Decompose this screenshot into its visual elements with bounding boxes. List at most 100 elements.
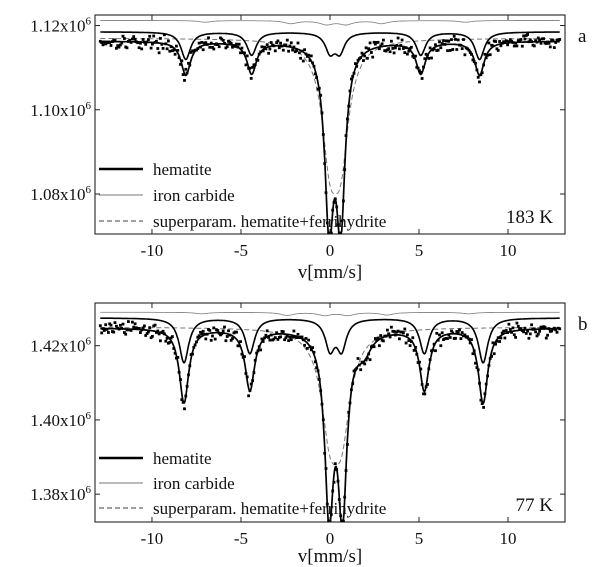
data-point bbox=[511, 326, 515, 330]
data-point bbox=[144, 334, 148, 337]
data-point bbox=[506, 43, 509, 47]
x-tick-label: 0 bbox=[326, 241, 335, 260]
data-point bbox=[284, 43, 288, 47]
data-point bbox=[243, 355, 246, 358]
data-point bbox=[229, 338, 233, 342]
data-point bbox=[354, 62, 357, 65]
data-point bbox=[366, 56, 369, 60]
data-point bbox=[515, 44, 519, 48]
data-point bbox=[536, 36, 540, 40]
data-point bbox=[396, 329, 400, 333]
data-point bbox=[168, 340, 172, 344]
data-point bbox=[379, 334, 383, 337]
data-point bbox=[285, 334, 289, 338]
data-point bbox=[414, 54, 417, 58]
data-point bbox=[423, 57, 427, 61]
data-point bbox=[454, 336, 457, 340]
data-point bbox=[113, 321, 117, 324]
data-point bbox=[211, 334, 214, 338]
data-point bbox=[374, 337, 377, 340]
data-point bbox=[494, 40, 497, 43]
x-tick-label: 10 bbox=[500, 529, 517, 548]
data-point bbox=[514, 336, 517, 339]
data-point bbox=[390, 39, 393, 43]
data-point bbox=[388, 335, 392, 339]
data-point bbox=[300, 335, 304, 339]
data-point bbox=[548, 45, 552, 49]
data-point bbox=[221, 329, 225, 333]
data-point bbox=[119, 43, 122, 47]
data-point bbox=[366, 356, 369, 360]
data-point bbox=[526, 33, 529, 36]
temperature-label: 183 K bbox=[506, 207, 553, 228]
data-point bbox=[295, 49, 298, 52]
data-point bbox=[406, 333, 409, 337]
data-point bbox=[240, 352, 244, 356]
x-axis-title: v[mm/s] bbox=[298, 262, 362, 283]
data-point bbox=[179, 63, 182, 66]
data-point bbox=[383, 49, 387, 52]
data-point bbox=[220, 332, 224, 336]
data-point bbox=[534, 330, 537, 334]
data-point bbox=[370, 51, 373, 54]
legend: hematite iron carbide superparam. hemati… bbox=[99, 449, 386, 518]
data-point bbox=[550, 329, 553, 333]
data-point bbox=[273, 336, 277, 339]
data-point bbox=[555, 330, 559, 334]
data-point bbox=[439, 344, 443, 348]
data-point bbox=[526, 329, 529, 333]
data-point bbox=[446, 49, 449, 53]
data-point bbox=[161, 329, 165, 333]
data-point bbox=[235, 330, 238, 334]
data-point bbox=[498, 340, 501, 343]
data-point bbox=[487, 41, 491, 45]
data-point bbox=[490, 354, 493, 358]
data-point bbox=[303, 48, 306, 52]
data-point bbox=[387, 332, 391, 336]
temperature-label: 77 K bbox=[516, 495, 554, 516]
data-point bbox=[244, 63, 248, 67]
data-point bbox=[157, 332, 161, 336]
data-point bbox=[159, 339, 162, 343]
data-point bbox=[245, 54, 249, 58]
data-point bbox=[171, 335, 174, 338]
data-point bbox=[507, 40, 511, 43]
data-point bbox=[398, 337, 401, 341]
data-point bbox=[200, 41, 204, 44]
data-point bbox=[504, 329, 508, 332]
data-point bbox=[153, 323, 157, 327]
data-point bbox=[288, 44, 292, 48]
data-point bbox=[552, 46, 556, 49]
data-point bbox=[128, 38, 132, 42]
x-tick-label: -5 bbox=[234, 241, 248, 260]
data-point bbox=[287, 49, 290, 53]
data-point bbox=[524, 332, 528, 335]
data-point bbox=[407, 49, 411, 53]
data-point bbox=[269, 41, 273, 44]
data-point bbox=[452, 34, 456, 38]
legend-label-iron-carbide: iron carbide bbox=[153, 474, 235, 493]
data-point bbox=[281, 48, 285, 52]
data-point bbox=[530, 323, 533, 327]
data-point bbox=[451, 48, 455, 51]
data-point bbox=[275, 41, 278, 44]
data-point bbox=[287, 339, 290, 342]
data-point bbox=[463, 53, 467, 57]
data-point bbox=[471, 352, 475, 356]
data-point bbox=[151, 335, 154, 338]
data-point bbox=[112, 330, 116, 334]
data-point bbox=[237, 42, 241, 46]
data-point bbox=[272, 337, 276, 341]
data-point bbox=[98, 324, 102, 328]
data-point bbox=[273, 49, 277, 53]
data-point bbox=[240, 46, 244, 50]
data-point bbox=[132, 325, 136, 329]
x-axis-title: v[mm/s] bbox=[298, 546, 362, 567]
data-point bbox=[528, 38, 532, 42]
data-point bbox=[458, 328, 461, 332]
data-point bbox=[547, 41, 551, 45]
data-point bbox=[268, 47, 272, 51]
data-point bbox=[546, 333, 549, 337]
data-point bbox=[542, 37, 545, 41]
data-point bbox=[216, 329, 220, 332]
